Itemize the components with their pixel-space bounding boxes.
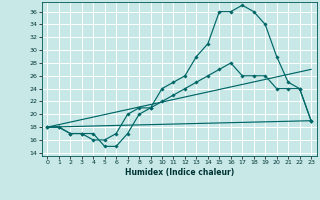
X-axis label: Humidex (Indice chaleur): Humidex (Indice chaleur) [124, 168, 234, 177]
